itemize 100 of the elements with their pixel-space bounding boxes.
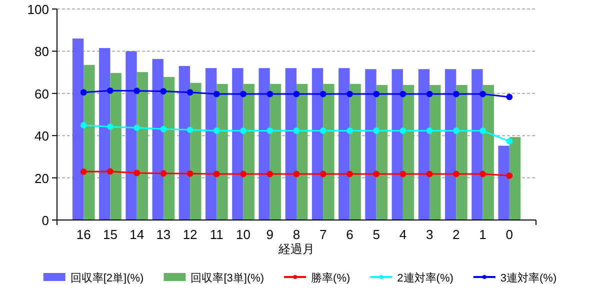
x-tick-label: 16	[76, 227, 91, 242]
point	[80, 122, 87, 128]
point	[346, 90, 353, 98]
bar	[163, 76, 175, 220]
point	[293, 90, 300, 98]
x-axis-title: 経過月	[278, 242, 314, 256]
x-tick-label: 14	[130, 227, 144, 242]
bar	[190, 82, 202, 220]
point	[506, 172, 513, 179]
point	[400, 90, 406, 98]
point	[320, 128, 326, 134]
point	[373, 170, 380, 178]
bar	[270, 84, 282, 220]
x-tick-label: 4	[399, 227, 407, 242]
x-tick-label: 13	[156, 227, 171, 242]
x-tick-label: 6	[346, 227, 354, 242]
point	[186, 126, 194, 134]
point	[426, 90, 433, 98]
x-tick-label: 15	[102, 227, 118, 242]
bar	[205, 68, 217, 220]
point	[213, 170, 220, 178]
bar	[456, 84, 468, 220]
x-tick-label: 5	[372, 227, 380, 242]
point	[240, 90, 246, 98]
point	[293, 170, 300, 178]
y-tick-label: 20	[34, 170, 49, 186]
bar	[350, 84, 361, 220]
bar	[312, 68, 324, 220]
point	[452, 170, 460, 178]
x-tick-label: 3	[426, 227, 434, 242]
bar	[136, 72, 148, 220]
point	[452, 128, 460, 134]
point	[213, 128, 220, 134]
bar	[402, 84, 414, 220]
x-tick-label: 9	[266, 227, 274, 242]
point	[346, 128, 353, 134]
point	[134, 88, 140, 94]
x-tick-label: 10	[236, 227, 251, 242]
bar	[498, 146, 510, 220]
point	[480, 170, 486, 178]
bar	[296, 84, 308, 220]
bar	[338, 68, 350, 220]
point	[240, 170, 246, 178]
point	[134, 124, 140, 131]
point	[160, 170, 167, 177]
x-tick-label: 0	[506, 227, 514, 242]
bar	[126, 51, 137, 220]
y-tick-label: 0	[42, 213, 49, 228]
point	[346, 170, 353, 178]
bar	[110, 72, 122, 220]
bar	[392, 69, 403, 220]
point	[266, 90, 274, 98]
point	[160, 88, 167, 94]
y-tick-label: 80	[34, 44, 49, 60]
point	[107, 168, 114, 175]
bar	[72, 38, 84, 220]
legend-label: 回収率[2単](%)	[70, 272, 144, 284]
point	[240, 128, 246, 134]
point	[373, 90, 380, 98]
point	[266, 170, 274, 178]
bar	[84, 64, 95, 220]
bar	[376, 84, 388, 220]
point	[293, 128, 300, 134]
point	[373, 128, 380, 134]
point	[426, 128, 433, 134]
x-tick-label: 8	[292, 227, 300, 242]
point	[134, 170, 140, 176]
point	[186, 170, 194, 177]
point	[400, 170, 406, 178]
legend-label: 3連対率(%)	[500, 272, 557, 284]
bar	[472, 69, 483, 220]
y-tick-label: 40	[34, 128, 49, 144]
point	[213, 90, 220, 98]
bar	[430, 84, 441, 220]
legend-label: 2連対率(%)	[397, 272, 454, 284]
point	[107, 87, 114, 94]
legend-label: 回収率[3単](%)	[190, 272, 264, 284]
point	[506, 94, 513, 100]
point	[452, 90, 460, 98]
bar	[178, 66, 190, 220]
x-tick-label: 2	[452, 227, 460, 242]
point	[320, 90, 326, 98]
bar	[365, 69, 376, 220]
bar	[258, 68, 270, 220]
x-tick-label: 12	[182, 227, 198, 242]
point	[80, 89, 87, 96]
bar	[482, 84, 494, 220]
point	[80, 168, 87, 175]
point	[506, 138, 513, 144]
y-tick-label: 60	[34, 86, 49, 102]
x-tick-label: 11	[210, 227, 224, 242]
x-tick-label: 1	[479, 227, 486, 242]
bar	[323, 84, 334, 220]
point	[480, 90, 486, 98]
bar	[418, 69, 430, 220]
point	[266, 128, 274, 134]
point	[107, 124, 114, 130]
bar	[152, 59, 164, 220]
point	[160, 126, 167, 132]
point	[400, 128, 406, 134]
